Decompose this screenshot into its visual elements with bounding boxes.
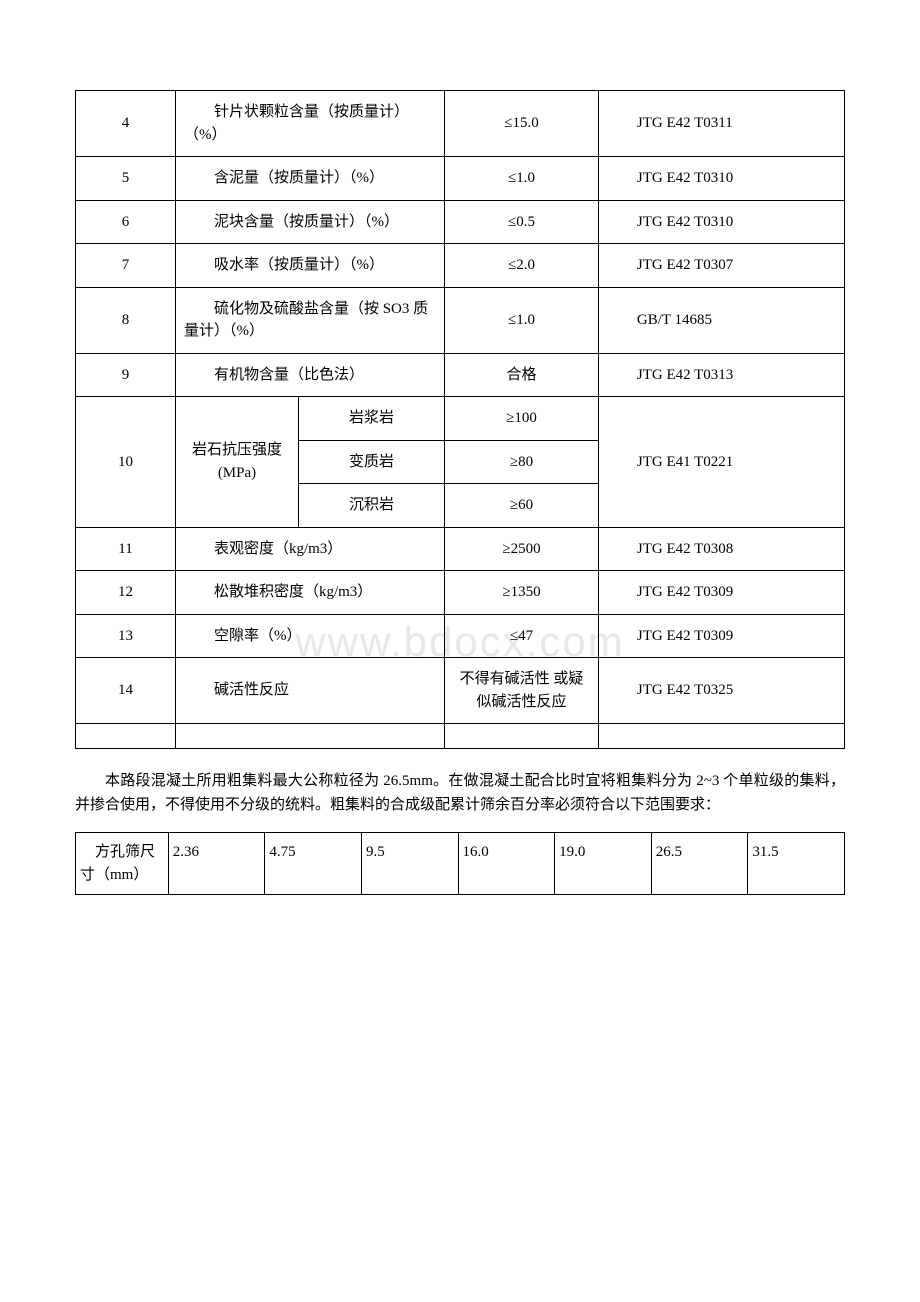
item-value: ≥2500 [445,527,599,571]
row-header: 方孔筛尺寸（mm） [76,833,169,895]
item-name: 泥块含量（按质量计）（%） [175,200,444,244]
row-number: 10 [76,397,176,528]
item-main: 岩石抗压强度(MPa) [175,397,298,528]
row-number: 9 [76,353,176,397]
table-row: 14 碱活性反应 不得有碱活性 或疑似碱活性反应 JTG E42 T0325 [76,658,845,724]
item-value: ≤0.5 [445,200,599,244]
sieve-cell: 19.0 [555,833,652,895]
sieve-cell: 26.5 [651,833,748,895]
page-content: 4 针片状颗粒含量（按质量计）（%） ≤15.0 JTG E42 T0311 5… [75,90,845,895]
specifications-table: 4 针片状颗粒含量（按质量计）（%） ≤15.0 JTG E42 T0311 5… [75,90,845,749]
item-name: 硫化物及硫酸盐含量（按 SO3 质量计）（%） [175,287,444,353]
test-method: JTG E42 T0307 [598,244,844,288]
table-row: 6 泥块含量（按质量计）（%） ≤0.5 JTG E42 T0310 [76,200,845,244]
table-row: 9 有机物含量（比色法） 合格 JTG E42 T0313 [76,353,845,397]
table-row: 10 岩石抗压强度(MPa) 岩浆岩 ≥100 JTG E41 T0221 [76,397,845,441]
empty-cell [445,724,599,749]
item-value: ≤47 [445,614,599,658]
test-method: JTG E42 T0313 [598,353,844,397]
table-row: 方孔筛尺寸（mm） 2.36 4.75 9.5 16.0 19.0 26.5 3… [76,833,845,895]
row-number: 5 [76,157,176,201]
row-number: 13 [76,614,176,658]
item-value: ≥1350 [445,571,599,615]
row-number: 6 [76,200,176,244]
test-method: JTG E42 T0310 [598,200,844,244]
row-number: 12 [76,571,176,615]
item-name: 空隙率（%） [175,614,444,658]
item-value: ≥60 [445,484,599,528]
sub-item: 沉积岩 [299,484,445,528]
empty-row [76,724,845,749]
item-name: 碱活性反应 [175,658,444,724]
table-row: 11 表观密度（kg/m3） ≥2500 JTG E42 T0308 [76,527,845,571]
item-value: ≤2.0 [445,244,599,288]
item-name: 针片状颗粒含量（按质量计）（%） [175,91,444,157]
table-row: 8 硫化物及硫酸盐含量（按 SO3 质量计）（%） ≤1.0 GB/T 1468… [76,287,845,353]
item-value: 不得有碱活性 或疑似碱活性反应 [445,658,599,724]
item-value: ≥80 [445,440,599,484]
test-method: GB/T 14685 [598,287,844,353]
test-method: JTG E42 T0309 [598,571,844,615]
item-name: 吸水率（按质量计）（%） [175,244,444,288]
item-name: 有机物含量（比色法） [175,353,444,397]
sieve-cell: 9.5 [361,833,458,895]
test-method: JTG E42 T0310 [598,157,844,201]
item-value: ≤15.0 [445,91,599,157]
sieve-cell: 16.0 [458,833,555,895]
table-row: 7 吸水率（按质量计）（%） ≤2.0 JTG E42 T0307 [76,244,845,288]
item-name: 含泥量（按质量计）（%） [175,157,444,201]
item-name: 松散堆积密度（kg/m3） [175,571,444,615]
item-value: 合格 [445,353,599,397]
item-value: ≤1.0 [445,287,599,353]
test-method: JTG E42 T0311 [598,91,844,157]
sieve-cell: 31.5 [748,833,845,895]
table-row: 4 针片状颗粒含量（按质量计）（%） ≤15.0 JTG E42 T0311 [76,91,845,157]
row-number: 11 [76,527,176,571]
empty-cell [175,724,444,749]
row-number: 4 [76,91,176,157]
sieve-size-table: 方孔筛尺寸（mm） 2.36 4.75 9.5 16.0 19.0 26.5 3… [75,832,845,895]
table-row: 5 含泥量（按质量计）（%） ≤1.0 JTG E42 T0310 [76,157,845,201]
sieve-cell: 4.75 [265,833,362,895]
test-method: JTG E42 T0309 [598,614,844,658]
sieve-cell: 2.36 [168,833,265,895]
item-value: ≥100 [445,397,599,441]
item-name: 表观密度（kg/m3） [175,527,444,571]
sub-item: 变质岩 [299,440,445,484]
sub-item: 岩浆岩 [299,397,445,441]
item-value: ≤1.0 [445,157,599,201]
test-method: JTG E42 T0308 [598,527,844,571]
row-number: 7 [76,244,176,288]
empty-cell [598,724,844,749]
row-number: 14 [76,658,176,724]
row-number: 8 [76,287,176,353]
test-method: JTG E42 T0325 [598,658,844,724]
table-row: 12 松散堆积密度（kg/m3） ≥1350 JTG E42 T0309 [76,571,845,615]
description-paragraph: 本路段混凝土所用粗集料最大公称粒径为 26.5mm。在做混凝土配合比时宜将粗集料… [75,769,845,817]
table-row: 13 空隙率（%） ≤47 JTG E42 T0309 [76,614,845,658]
test-method: JTG E41 T0221 [598,397,844,528]
empty-cell [76,724,176,749]
